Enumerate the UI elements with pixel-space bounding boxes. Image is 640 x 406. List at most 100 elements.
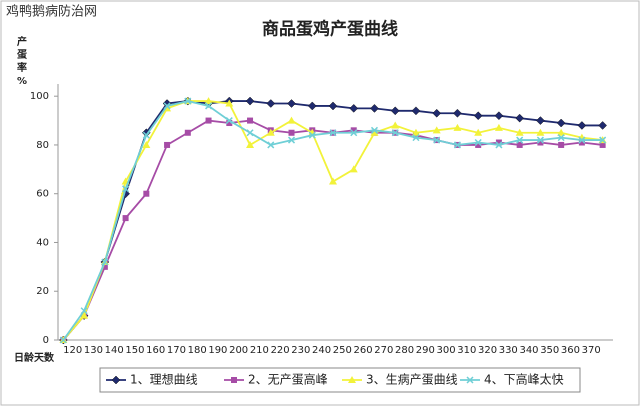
marker [329,129,337,137]
marker [598,121,607,130]
marker [122,215,129,222]
marker [247,117,254,124]
marker [494,111,504,121]
y-tick-label: 40 [36,237,49,248]
x-tick-label: 140 [105,345,124,356]
marker [225,99,234,107]
x-tick-label: 330 [499,345,518,356]
marker [556,118,566,128]
marker [245,96,255,106]
marker [122,185,130,193]
y-tick-label: 20 [36,286,49,297]
legend-label: 3、生病产蛋曲线 [366,372,458,387]
marker [515,113,525,123]
marker [266,99,276,108]
marker [516,141,523,148]
marker [287,99,296,108]
x-tick-label: 290 [416,345,435,356]
x-tick-label: 340 [519,345,538,356]
x-tick-label: 160 [146,345,165,356]
x-tick-label: 130 [84,345,103,356]
x-tick-label: 120 [63,345,82,356]
marker [348,376,356,383]
marker [536,136,544,144]
legend-box [99,367,581,393]
marker [516,136,524,144]
marker [391,129,399,137]
marker [349,165,358,173]
marker [205,102,213,110]
marker [432,126,441,134]
marker [287,116,296,124]
x-tick-label: 200 [229,345,248,356]
marker [515,128,524,136]
x-tick-label: 250 [333,345,352,356]
marker [433,136,441,144]
marker [475,141,482,148]
marker [101,263,108,270]
marker [453,141,461,149]
marker [59,336,67,344]
marker [453,123,462,131]
marker [184,129,191,136]
y-axis-label: 产蛋率% [17,35,27,87]
marker [329,177,337,185]
marker [246,140,255,148]
marker [411,128,420,136]
x-tick-label: 210 [250,345,269,356]
marker [412,134,420,142]
marker [557,134,565,142]
x-tick-label: 220 [271,345,290,356]
marker [80,311,89,319]
marker [557,128,566,136]
marker [537,139,544,146]
y-tick-label: 0 [43,335,49,346]
marker [536,128,545,136]
x-tick-label: 260 [354,345,373,356]
marker [143,190,150,197]
marker [288,129,295,136]
x-tick-label: 150 [125,345,144,356]
x-tick-label: 320 [478,345,497,356]
marker [226,120,233,127]
marker [466,376,474,384]
marker [111,375,121,385]
marker [370,126,379,134]
x-tick-label: 270 [374,345,393,356]
marker [163,102,171,110]
marker [558,141,565,148]
marker [494,123,503,131]
marker [411,106,421,116]
x-tick-label: 310 [457,345,476,356]
chart-title: 商品蛋鸡产蛋曲线 [262,19,398,40]
x-tick-label: 190 [208,345,227,356]
legend-label: 4、下高峰太快 [484,372,564,387]
marker [101,258,109,266]
marker [231,377,237,383]
marker [578,136,586,144]
x-tick-label: 300 [436,345,455,356]
marker [204,97,213,105]
marker [578,139,585,146]
x-tick-label: 230 [291,345,310,356]
marker [495,141,503,149]
marker [453,108,462,118]
marker [577,121,587,130]
x-tick-label: 360 [561,345,580,356]
marker [495,139,502,146]
x-tick-label: 280 [395,345,414,356]
x-tick-label: 240 [312,345,331,356]
legend-label: 1、理想曲线 [130,372,198,387]
marker [370,104,379,113]
marker [349,104,359,113]
marker [267,141,275,149]
x-tick-label: 170 [167,345,186,356]
marker [328,101,338,111]
marker [370,128,379,136]
marker [391,121,400,129]
marker [80,307,88,315]
marker [142,140,151,148]
watermark-bg [2,2,94,22]
